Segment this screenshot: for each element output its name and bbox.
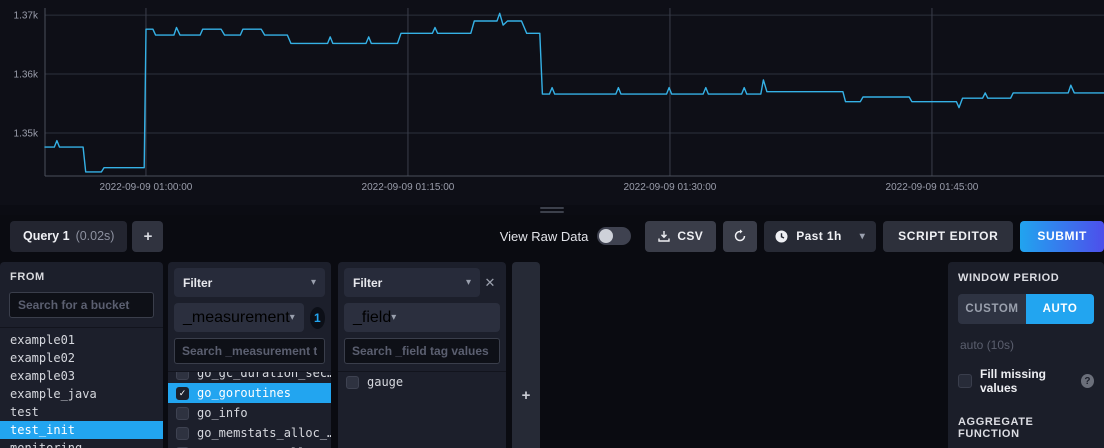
tag-value-label: go_goroutines: [197, 386, 291, 400]
filter-type-label: Filter: [183, 275, 213, 290]
query-toolbar: Query 1 (0.02s) + View Raw Data CSV: [0, 215, 1104, 257]
chevron-down-icon: ▾: [310, 277, 316, 288]
tag-value-label: go_memstats_alloc_…: [197, 446, 331, 448]
grip-line: [540, 207, 564, 209]
bucket-item[interactable]: test: [10, 405, 39, 419]
aggregate-function-title: AGGREGATE FUNCTION: [958, 416, 1034, 440]
clock-icon: [775, 230, 788, 242]
time-series-chart-panel: 1.37k 1.36k 1.35k 2022-09-09 01:00:00 2022-0…: [0, 0, 1104, 205]
svg-text:1.35k: 1.35k: [14, 128, 39, 139]
chevron-down-icon: ▾: [465, 277, 471, 288]
svg-text:2022-09-09 01:30:00: 2022-09-09 01:30:00: [624, 182, 717, 193]
toggle-knob: [599, 229, 614, 243]
tag-value-label: gauge: [367, 375, 404, 389]
tag-key-dropdown[interactable]: _field ▾: [344, 303, 500, 332]
view-raw-data-label: View Raw Data: [499, 228, 589, 244]
bucket-selector-panel: FROM example01 example02 example03 example_…: [0, 262, 163, 448]
refresh-icon: [734, 229, 746, 242]
toolbar-right-group: View Raw Data CSV: [499, 220, 1104, 252]
bucket-item[interactable]: example01: [10, 333, 76, 347]
measurement-list: go_gc_duration_sec… ✓ go_goroutines go_info…: [168, 371, 331, 448]
field-search-input[interactable]: [344, 338, 500, 364]
bucket-item[interactable]: test_init: [0, 421, 163, 439]
window-period-hint: auto (10s): [960, 338, 1015, 352]
window-period-mode-switch: CUSTOM AUTO: [958, 294, 1094, 324]
from-panel-title: FROM: [10, 271, 45, 283]
checkbox[interactable]: [176, 426, 189, 440]
chevron-down-icon: ▾: [391, 312, 397, 323]
plus-icon: +: [521, 387, 531, 404]
csv-label: CSV: [677, 229, 704, 243]
svg-text:1.36k: 1.36k: [14, 70, 39, 81]
close-icon[interactable]: ✕: [484, 274, 496, 290]
bucket-item[interactable]: example03: [10, 369, 76, 383]
fill-missing-values-checkbox[interactable]: [958, 374, 972, 388]
query-tab-label: Query 1: [23, 229, 70, 243]
window-period-title: WINDOW PERIOD: [958, 272, 1060, 284]
fill-missing-values-label: Fill missing values: [980, 367, 1047, 395]
window-auto-button[interactable]: AUTO: [1026, 294, 1094, 324]
time-range-dropdown[interactable]: Past 1h ▾: [764, 220, 877, 252]
filter-field-panel: Filter ▾ ✕ _field ▾ gauge: [338, 262, 506, 448]
field-list: gauge: [338, 371, 506, 448]
filter-type-dropdown[interactable]: Filter ▾: [344, 268, 480, 297]
panel-resize-handle[interactable]: [0, 205, 1104, 215]
tag-value-label: go_memstats_alloc_…: [197, 426, 331, 440]
chevron-down-icon: ▾: [859, 230, 866, 242]
measurement-search-input[interactable]: [174, 338, 325, 364]
tag-value-item[interactable]: gauge: [338, 372, 506, 392]
grip-line: [540, 211, 564, 213]
bucket-search-input[interactable]: [9, 292, 154, 318]
download-icon: [658, 231, 671, 242]
tag-value-item[interactable]: go_memstats_alloc_…: [168, 423, 331, 443]
tag-value-label: go_gc_duration_sec…: [197, 371, 331, 380]
filter-measurement-panel: Filter ▾ _measurement ▾ 1 go_gc_duration…: [168, 262, 331, 448]
help-icon[interactable]: ?: [1080, 374, 1094, 388]
svg-text:2022-09-09 01:15:00: 2022-09-09 01:15:00: [362, 182, 455, 193]
refresh-button[interactable]: [723, 220, 758, 252]
tag-key-label: _measurement: [183, 308, 290, 326]
svg-text:2022-09-09 01:45:00: 2022-09-09 01:45:00: [886, 182, 979, 193]
script-editor-button[interactable]: SCRIPT EDITOR: [883, 220, 1014, 252]
tag-value-label: go_info: [197, 406, 248, 420]
checked-checkbox-icon[interactable]: ✓: [176, 386, 189, 400]
chevron-down-icon: ▾: [289, 312, 295, 323]
query-duration: (0.02s): [75, 229, 115, 243]
tag-value-item[interactable]: go_gc_duration_sec…: [168, 371, 331, 383]
view-raw-data-toggle[interactable]: [597, 227, 632, 245]
checkbox[interactable]: [176, 372, 189, 380]
query-builder: FROM example01 example02 example03 example_…: [0, 257, 1104, 448]
tag-key-label: _field: [353, 308, 392, 326]
tag-key-dropdown[interactable]: _measurement ▾: [174, 303, 304, 332]
bucket-item[interactable]: monitoring: [10, 441, 83, 448]
add-query-button[interactable]: +: [132, 220, 164, 252]
tag-value-item[interactable]: go_memstats_alloc_…: [168, 443, 331, 448]
tag-value-item[interactable]: ✓ go_goroutines: [168, 383, 331, 403]
submit-button[interactable]: SUBMIT: [1020, 220, 1104, 252]
filter-type-dropdown[interactable]: Filter ▾: [174, 268, 325, 297]
csv-download-button[interactable]: CSV: [645, 220, 717, 252]
query-tab[interactable]: Query 1 (0.02s): [10, 220, 128, 252]
bucket-item[interactable]: example02: [10, 351, 76, 365]
svg-text:2022-09-09 01:00:00: 2022-09-09 01:00:00: [100, 182, 193, 193]
checkbox[interactable]: [346, 375, 359, 389]
tag-value-item[interactable]: go_info: [168, 403, 331, 423]
window-custom-button[interactable]: CUSTOM: [958, 294, 1026, 324]
query-options-panel: WINDOW PERIOD CUSTOM AUTO auto (10s) Fil…: [948, 262, 1104, 448]
time-range-label: Past 1h: [796, 229, 842, 243]
selected-count-badge: 1: [309, 306, 325, 329]
builder-empty-space: [540, 262, 948, 448]
checkbox[interactable]: [176, 406, 189, 420]
bucket-item[interactable]: example_java: [10, 387, 97, 401]
svg-text:1.37k: 1.37k: [14, 11, 39, 22]
add-filter-column[interactable]: +: [512, 262, 540, 448]
filter-type-label: Filter: [353, 275, 383, 290]
line-chart: 1.37k 1.36k 1.35k 2022-09-09 01:00:00 2022-0…: [14, 8, 1104, 193]
